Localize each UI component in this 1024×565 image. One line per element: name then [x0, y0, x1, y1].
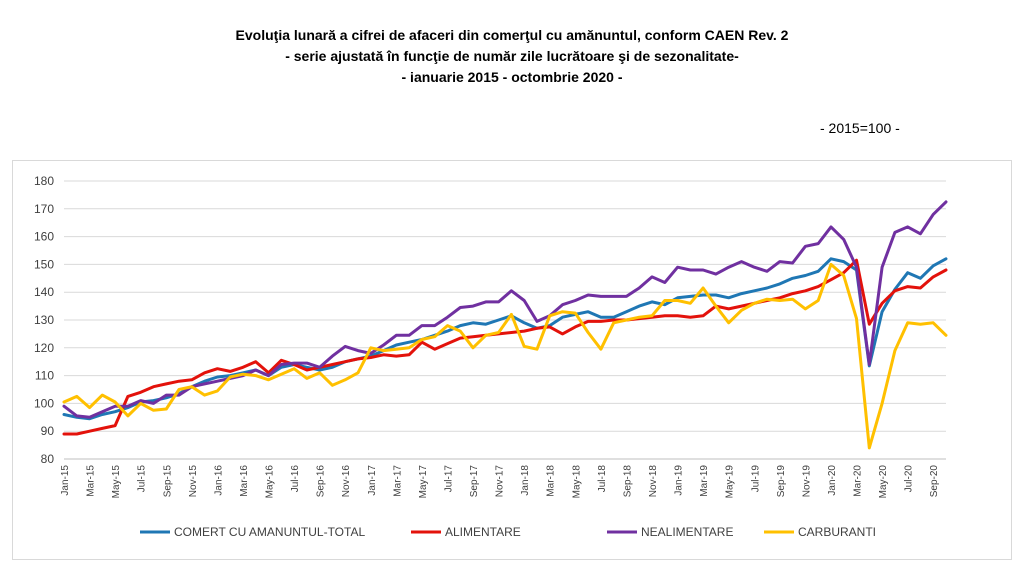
x-tick-label: May-15 — [111, 465, 122, 499]
y-tick-label: 110 — [35, 369, 54, 383]
y-tick-label: 160 — [34, 230, 54, 244]
x-tick-label: May-18 — [571, 465, 582, 499]
x-tick-label: Nov-16 — [341, 465, 352, 498]
x-tick-label: Jul-17 — [443, 465, 454, 493]
x-tick-label: Sep-17 — [469, 465, 480, 498]
y-tick-label: 120 — [34, 341, 54, 355]
x-tick-label: Sep-16 — [316, 465, 327, 498]
x-tick-label: Jan-20 — [827, 465, 838, 496]
x-tick-label: Jan-18 — [520, 465, 531, 496]
x-tick-label: May-20 — [878, 465, 889, 499]
x-tick-label: Mar-17 — [392, 465, 403, 497]
base-year-note: - 2015=100 - — [820, 120, 900, 136]
series-line-carburanti — [62, 262, 948, 450]
y-tick-label: 140 — [34, 285, 54, 299]
chart-title-line-2: - serie ajustată în funcţie de număr zil… — [285, 48, 739, 64]
x-tick-label: Jul-15 — [137, 465, 148, 493]
x-tick-label: Sep-19 — [776, 465, 787, 498]
y-tick-label: 130 — [34, 313, 54, 327]
chart-title-line-3: - ianuarie 2015 - octombrie 2020 - — [401, 69, 623, 85]
series-line-comert-cu-amanuntul-total — [62, 257, 948, 421]
x-tick-label: May-19 — [725, 465, 736, 499]
x-tick-label: Nov-15 — [188, 465, 199, 498]
x-tick-label: Mar-20 — [853, 465, 864, 497]
x-tick-label: Jul-20 — [904, 465, 915, 493]
chart-title-line-1: Evoluţia lunară a cifrei de afaceri din … — [235, 27, 789, 43]
x-tick-label: Jan-17 — [367, 465, 378, 496]
x-tick-label: Mar-18 — [546, 465, 557, 497]
x-tick-label: Sep-20 — [929, 465, 940, 498]
x-tick-label: Jul-16 — [290, 465, 301, 493]
series-line-nealimentare — [62, 200, 948, 419]
y-tick-label: 150 — [34, 257, 54, 271]
x-tick-label: Jan-16 — [213, 465, 224, 496]
y-tick-label: 90 — [41, 424, 55, 438]
x-tick-label: Mar-16 — [239, 465, 250, 497]
y-tick-label: 100 — [34, 396, 54, 410]
legend-label: NEALIMENTARE — [641, 525, 733, 539]
y-tick-label: 170 — [34, 202, 54, 216]
x-tick-label: Nov-18 — [648, 465, 659, 498]
legend-label: CARBURANTI — [798, 525, 876, 539]
legend-label: COMERT CU AMANUNTUL-TOTAL — [174, 525, 365, 539]
series-line-alimentare — [62, 258, 948, 436]
x-tick-label: Jul-18 — [597, 465, 608, 493]
x-tick-label: May-16 — [265, 465, 276, 499]
x-tick-label: Jan-15 — [60, 465, 71, 496]
x-tick-label: Jul-19 — [750, 465, 761, 493]
x-tick-label: Sep-18 — [622, 465, 633, 498]
chart-frame: 80 90 100 110 120 130 140 150 160 170 180 Jan-15 Mar… — [12, 160, 1012, 560]
x-tick-label: Mar-19 — [699, 465, 710, 497]
x-tick-label: Mar-15 — [86, 465, 97, 497]
x-tick-label: Nov-17 — [495, 465, 506, 498]
x-tick-label: Nov-19 — [801, 465, 812, 498]
line-chart: 80 90 100 110 120 130 140 150 160 170 180 Jan-15 Mar… — [34, 174, 948, 539]
y-tick-label: 80 — [41, 452, 55, 466]
x-tick-label: Jan-19 — [674, 465, 685, 496]
x-tick-label: Sep-15 — [162, 465, 173, 498]
x-tick-label: May-17 — [418, 465, 429, 499]
y-tick-label: 180 — [34, 174, 54, 188]
legend-label: ALIMENTARE — [445, 525, 521, 539]
